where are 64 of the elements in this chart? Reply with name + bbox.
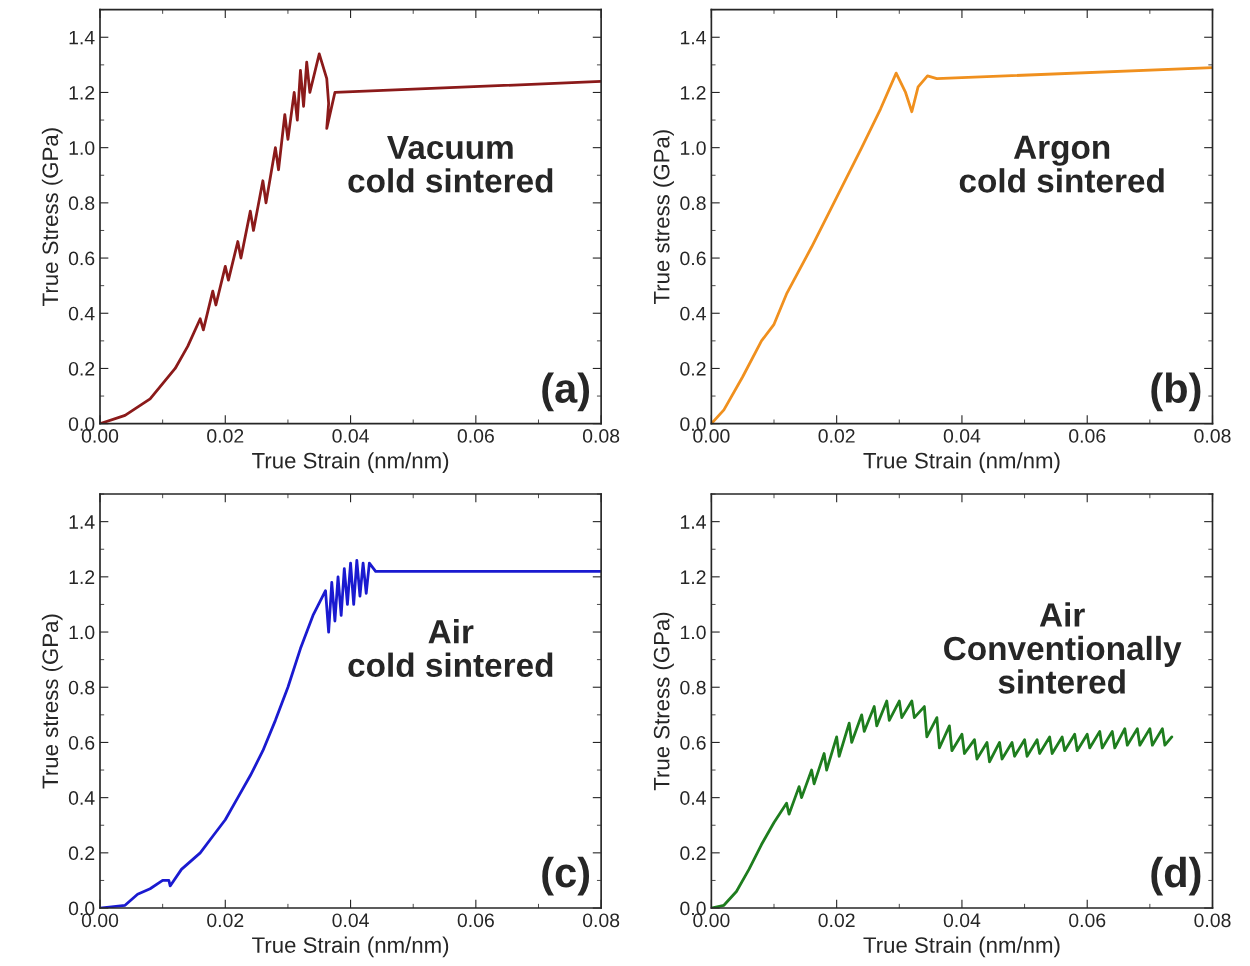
annotation: (d) bbox=[1151, 856, 1201, 896]
x-tick-label: 0.08 bbox=[582, 913, 620, 928]
y-tick-label: 0.4 bbox=[68, 306, 95, 321]
y-tick-label: 0.6 bbox=[680, 735, 706, 750]
y-tick-label: 0.2 bbox=[68, 846, 95, 861]
annotation: Argon cold sintered bbox=[959, 135, 1164, 193]
y-tick-label: 0.2 bbox=[680, 846, 706, 861]
y-axis-title: True stress (GPa) bbox=[653, 130, 674, 305]
y-tick-label: 0.8 bbox=[680, 680, 706, 695]
x-tick-label: 0.00 bbox=[81, 429, 119, 443]
x-axis-title: True Strain (nm/nm) bbox=[252, 452, 449, 473]
annotation: (b) bbox=[1151, 372, 1201, 412]
y-tick-label: 0.6 bbox=[68, 251, 95, 266]
y-tick-label: 1.0 bbox=[680, 625, 706, 640]
x-tick-label: 0.06 bbox=[1069, 429, 1106, 443]
y-tick-label: 1.4 bbox=[680, 30, 706, 45]
annotation: Air cold sintered bbox=[348, 619, 553, 678]
x-tick-label: 0.06 bbox=[457, 913, 494, 928]
x-axis-title: True Strain (nm/nm) bbox=[863, 936, 1060, 958]
y-tick-label: 1.0 bbox=[680, 141, 706, 155]
y-tick-label: 0.2 bbox=[680, 361, 706, 376]
x-tick-label: 0.04 bbox=[943, 429, 981, 443]
x-tick-label: 0.08 bbox=[1194, 913, 1231, 928]
x-tick-label: 0.06 bbox=[1069, 913, 1106, 928]
y-tick-label: 1.4 bbox=[69, 30, 95, 45]
annotation: Vacuum cold sintered bbox=[348, 135, 553, 193]
y-tick-label: 1.2 bbox=[680, 570, 706, 584]
y-tick-label: 1.0 bbox=[69, 141, 95, 155]
y-tick-label: 1.4 bbox=[69, 515, 95, 529]
x-tick-label: 0.02 bbox=[207, 913, 244, 928]
annotation: (a) bbox=[542, 372, 590, 412]
y-tick-label: 0.0 bbox=[68, 417, 95, 431]
x-tick-label: 0.04 bbox=[332, 913, 369, 928]
y-tick-label: 1.2 bbox=[69, 85, 95, 100]
x-tick-label: 0.06 bbox=[457, 429, 494, 443]
y-tick-label: 0.4 bbox=[68, 791, 95, 805]
y-axis-title: True Stress (GPa) bbox=[653, 612, 674, 791]
x-tick-label: 0.00 bbox=[693, 429, 730, 443]
x-tick-label: 0.02 bbox=[818, 913, 855, 928]
y-tick-label: 1.2 bbox=[680, 85, 706, 100]
y-tick-label: 0.4 bbox=[680, 306, 706, 321]
y-tick-label: 0.6 bbox=[680, 251, 706, 266]
y-axis-title: True stress (GPa) bbox=[41, 614, 63, 789]
annotation: (c) bbox=[542, 856, 590, 896]
y-axis-title: True Stress (GPa) bbox=[41, 128, 63, 306]
y-tick-label: 1.0 bbox=[69, 625, 95, 640]
x-tick-label: 0.02 bbox=[207, 429, 244, 443]
y-tick-label: 0.8 bbox=[68, 196, 95, 211]
annotation: Air Conventionally sintered bbox=[944, 602, 1182, 694]
x-tick-label: 0.04 bbox=[332, 429, 369, 443]
x-tick-label: 0.08 bbox=[1194, 429, 1231, 443]
x-axis-title: True Strain (nm/nm) bbox=[863, 452, 1060, 473]
y-tick-label: 0.6 bbox=[68, 735, 95, 750]
x-axis-title: True Strain (nm/nm) bbox=[252, 936, 449, 958]
y-tick-label: 1.2 bbox=[69, 570, 95, 584]
y-tick-label: 0.2 bbox=[68, 361, 95, 376]
x-tick-label: 0.02 bbox=[818, 429, 855, 443]
x-tick-label: 0.04 bbox=[943, 913, 981, 928]
y-tick-label: 0.4 bbox=[680, 791, 706, 805]
y-tick-label: 1.4 bbox=[680, 515, 706, 529]
y-tick-label: 0.0 bbox=[680, 417, 706, 431]
y-tick-label: 0.8 bbox=[680, 196, 706, 211]
y-tick-label: 0.8 bbox=[68, 680, 95, 695]
x-tick-label: 0.08 bbox=[582, 429, 620, 443]
